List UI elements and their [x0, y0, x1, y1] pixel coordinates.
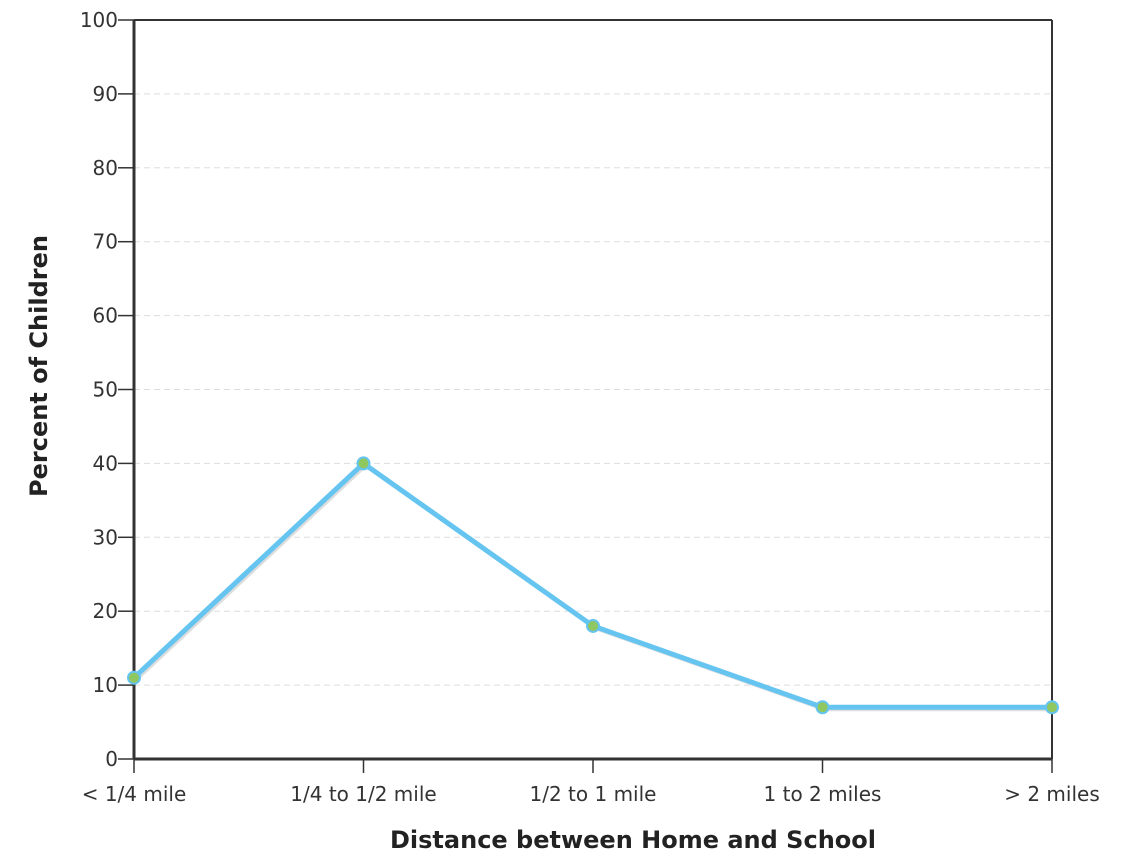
- series-layer: [131, 460, 1055, 712]
- data-point-marker[interactable]: [356, 456, 371, 471]
- x-tick-label: < 1/4 mile: [82, 782, 187, 806]
- y-tick-label: 20: [93, 599, 118, 623]
- y-axis-title: Percent of Children: [25, 235, 53, 497]
- y-tick-label: 80: [93, 156, 118, 180]
- x-axis-ticks: < 1/4 mile 1/4 to 1/2 mile 1/2 to 1 mile 1 …: [82, 759, 1100, 806]
- series-line: [131, 460, 1055, 710]
- marker-layer: [127, 456, 1059, 715]
- x-tick-label: 1 to 2 miles: [764, 782, 882, 806]
- grid-layer: [134, 93, 1052, 686]
- y-tick-label: 40: [93, 451, 118, 475]
- x-tick-label: 1/4 to 1/2 mile: [290, 782, 436, 806]
- y-axis-ticks: 0 10 20 30 40 50 60 70 80 90 100: [80, 8, 134, 771]
- y-tick-label: 60: [93, 304, 118, 328]
- data-point-marker[interactable]: [127, 670, 141, 685]
- x-axis-title: Distance between Home and School: [390, 826, 876, 854]
- data-point-marker[interactable]: [815, 700, 830, 715]
- y-tick-label: 100: [80, 8, 118, 32]
- x-tick-label: 1/2 to 1 mile: [530, 782, 657, 806]
- y-tick-label: 90: [93, 82, 118, 106]
- series-line-shadow: [134, 462, 1054, 712]
- y-tick-label: 10: [93, 673, 118, 697]
- y-tick-label: 0: [105, 747, 118, 771]
- y-tick-label: 50: [93, 378, 118, 402]
- data-point-marker[interactable]: [1045, 700, 1059, 715]
- x-tick-label: > 2 miles: [1004, 782, 1100, 806]
- y-tick-label: 70: [93, 230, 118, 254]
- data-point-marker[interactable]: [586, 618, 600, 633]
- y-tick-label: 30: [93, 525, 118, 549]
